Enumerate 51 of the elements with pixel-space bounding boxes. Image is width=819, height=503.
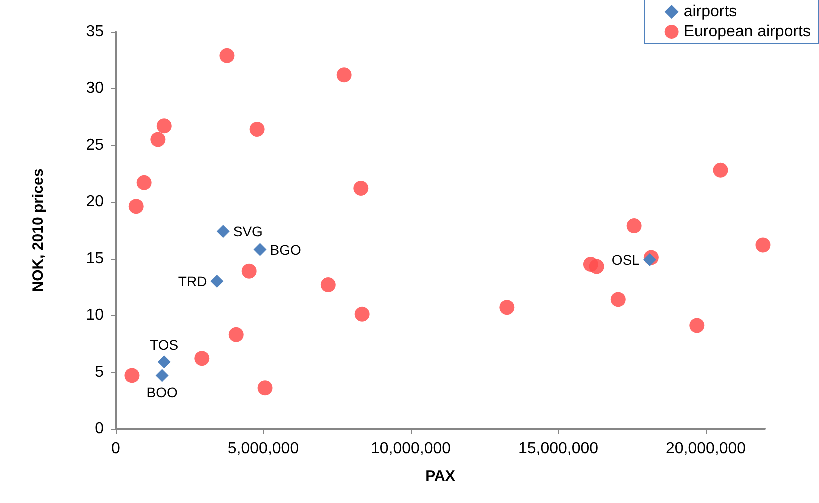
annotation: OSL bbox=[612, 252, 640, 268]
x-tick-label: 15,000,000 bbox=[518, 440, 599, 458]
annotation: BGO bbox=[270, 242, 302, 258]
y-tick-label: 15 bbox=[86, 250, 104, 268]
point bbox=[156, 369, 169, 382]
y-tick-label: 35 bbox=[86, 24, 104, 40]
y-tick-label: 10 bbox=[86, 307, 104, 324]
point bbox=[354, 181, 369, 196]
point bbox=[258, 380, 273, 396]
point bbox=[500, 300, 515, 316]
point bbox=[194, 351, 210, 366]
annotation: TRD bbox=[178, 274, 208, 290]
point bbox=[643, 253, 656, 266]
point bbox=[128, 199, 144, 214]
x-tick-label: 10,000,000 bbox=[370, 440, 452, 458]
y-axis-title: NOK, 2010 prices bbox=[30, 168, 47, 292]
point bbox=[158, 356, 171, 369]
point bbox=[690, 318, 705, 334]
x-axis-title: PAX bbox=[426, 468, 456, 485]
y-tick-label: 0 bbox=[95, 420, 104, 438]
point bbox=[756, 238, 771, 253]
point bbox=[242, 264, 257, 279]
point bbox=[228, 327, 244, 342]
annotation: TOS bbox=[150, 337, 179, 354]
point bbox=[216, 225, 230, 238]
point bbox=[220, 48, 235, 64]
point bbox=[156, 118, 172, 134]
x-tick-label: 0 bbox=[112, 440, 121, 458]
legend-label: airports bbox=[684, 4, 738, 20]
point bbox=[210, 275, 224, 288]
y-tick-label: 5 bbox=[95, 364, 104, 381]
y-tick-label: 25 bbox=[86, 136, 104, 154]
y-tick-label: 20 bbox=[86, 194, 104, 211]
point bbox=[136, 175, 152, 190]
point bbox=[254, 243, 267, 256]
y-tick-label: 30 bbox=[86, 80, 104, 98]
point bbox=[589, 259, 604, 274]
legend-label: European airports bbox=[684, 24, 811, 40]
annotation: SVG bbox=[233, 224, 263, 240]
point bbox=[713, 162, 728, 178]
point bbox=[250, 122, 265, 138]
x-tick-label: 5,000,000 bbox=[228, 440, 300, 458]
point bbox=[150, 132, 166, 148]
point bbox=[610, 292, 626, 308]
point bbox=[626, 218, 642, 234]
point bbox=[320, 277, 336, 292]
point bbox=[336, 68, 352, 83]
point bbox=[354, 306, 370, 322]
point bbox=[124, 368, 140, 384]
annotation: BOO bbox=[146, 384, 178, 401]
x-tick-label: 20,000,000 bbox=[666, 440, 746, 458]
